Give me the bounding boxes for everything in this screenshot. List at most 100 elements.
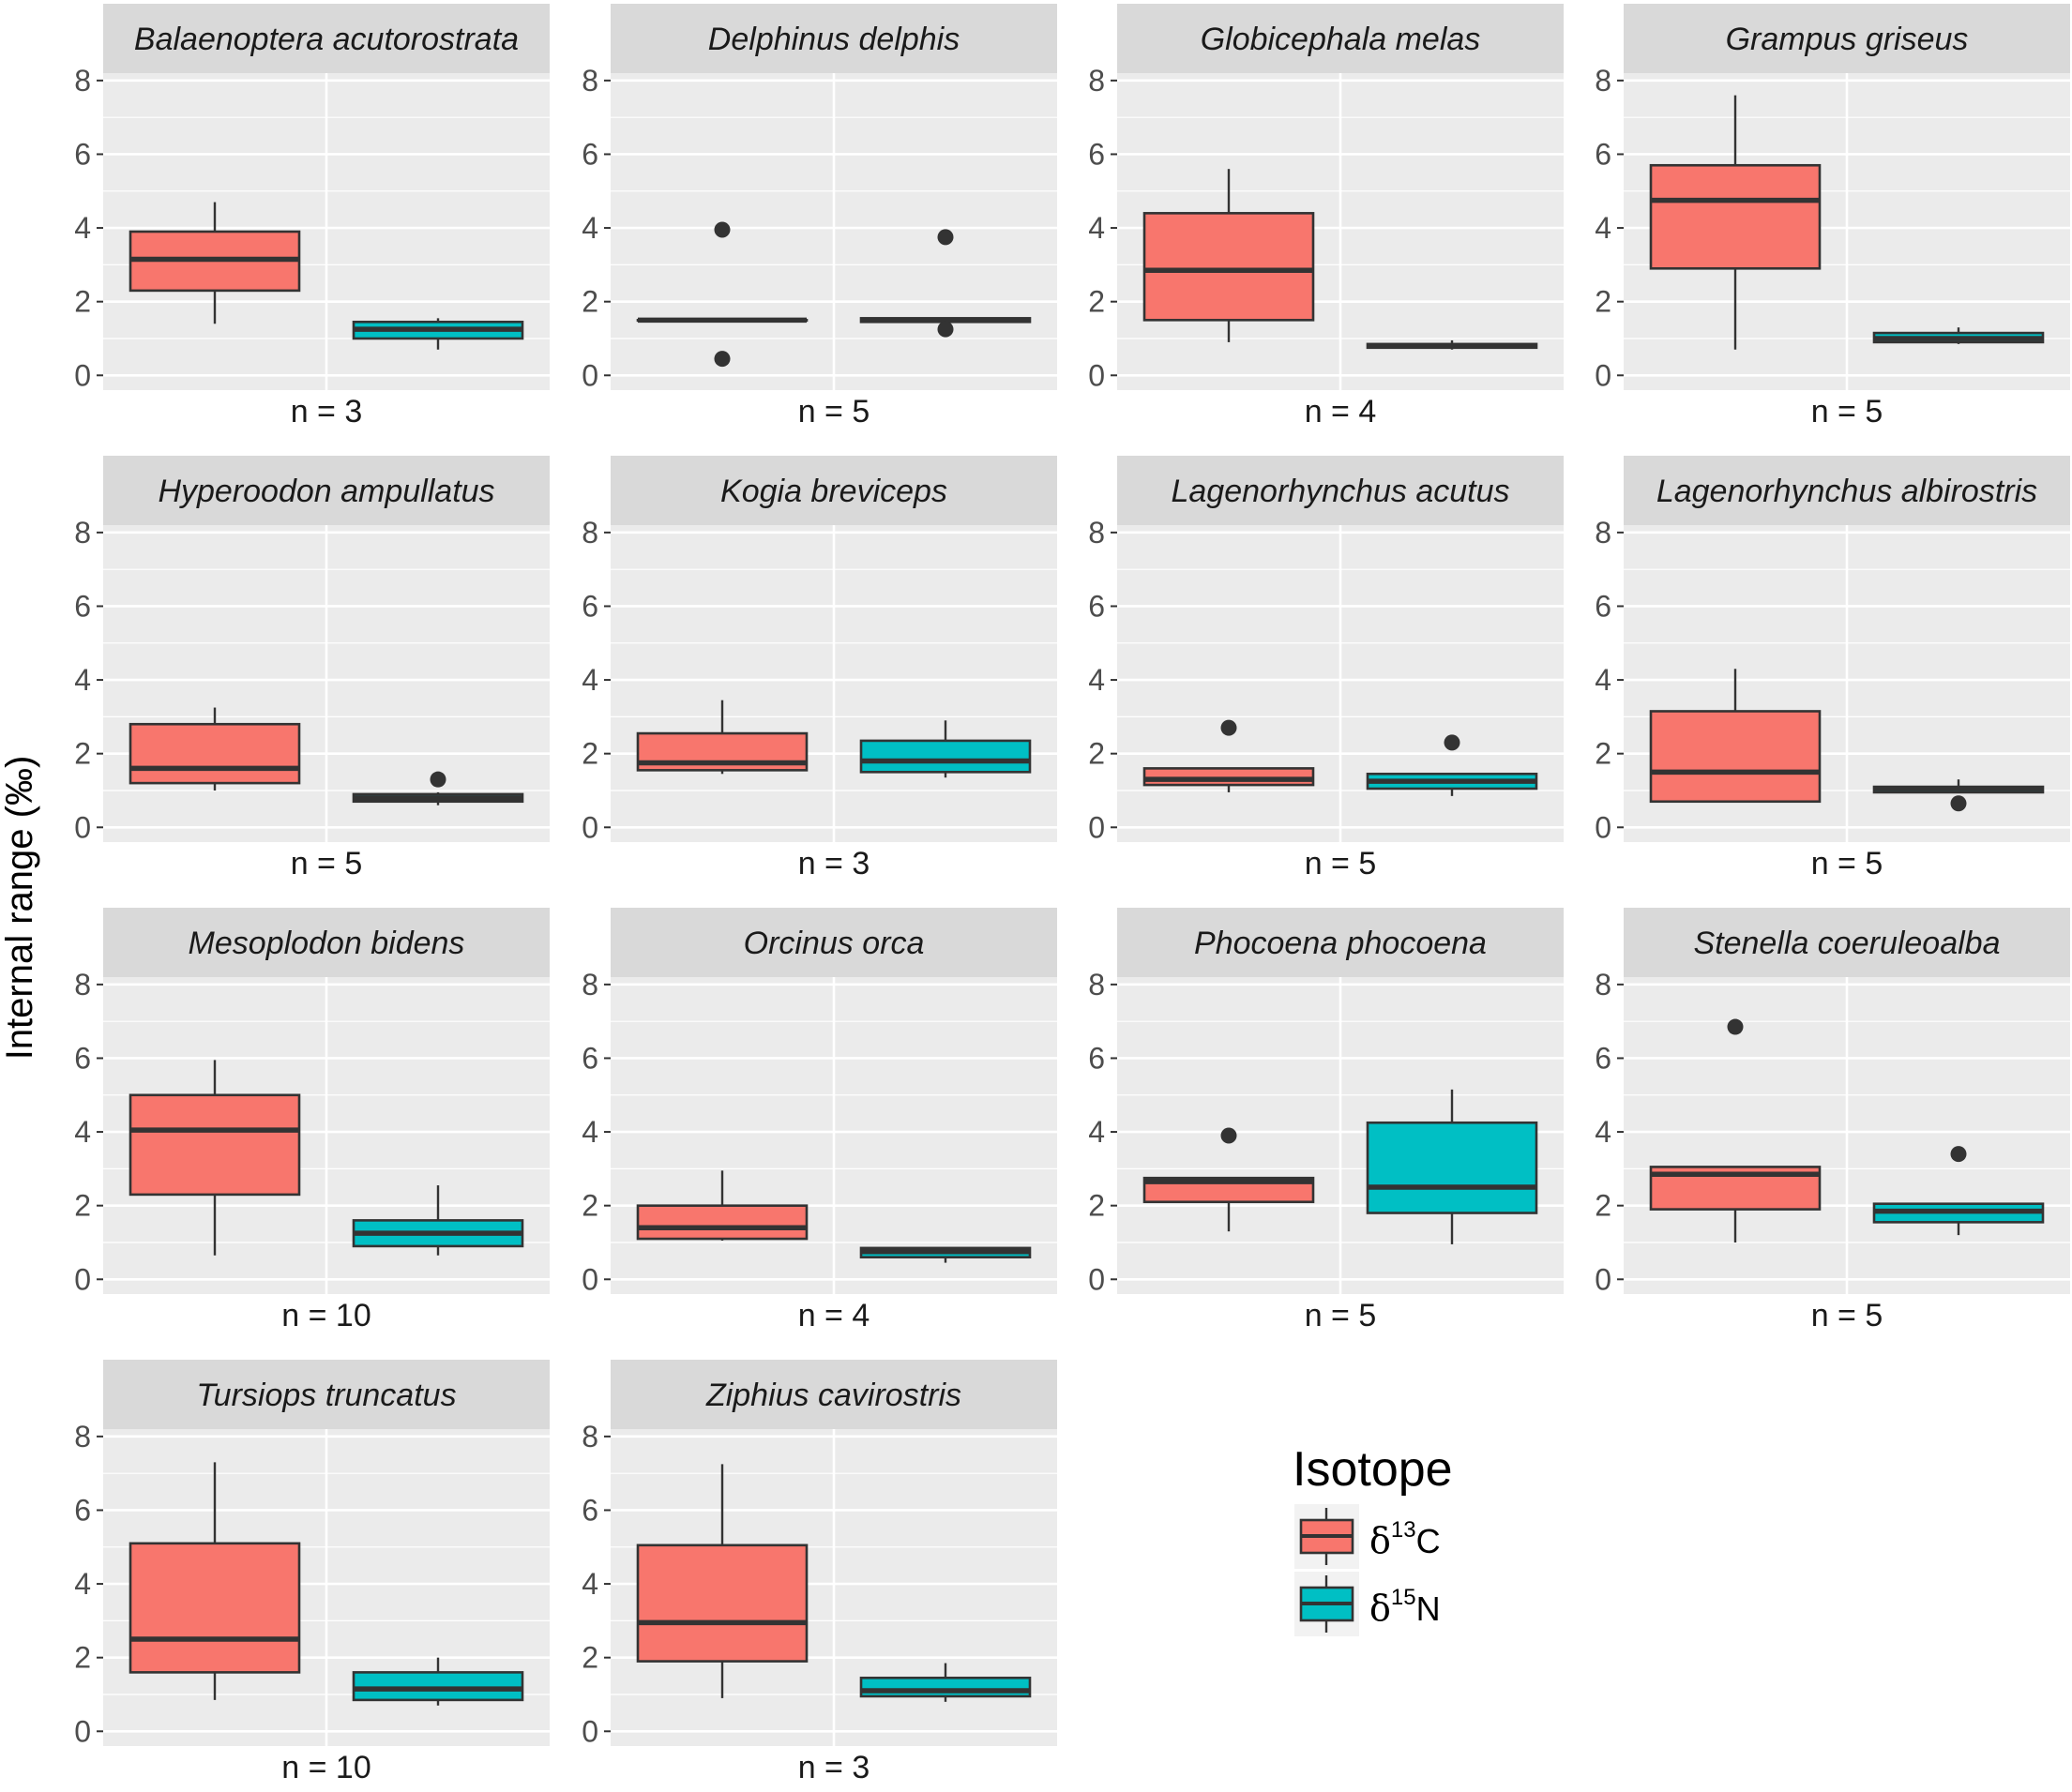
box-n — [1872, 1146, 2045, 1236]
facet-delphinus-delphis: Delphinus delphis 0 2 4 6 8 n = 5 — [582, 4, 1057, 429]
box-c — [129, 1060, 301, 1256]
y-tick-label: 8 — [1595, 516, 1611, 550]
facet-title: Delphinus delphis — [708, 22, 960, 57]
y-tick-label: 0 — [74, 1262, 91, 1296]
legend-title: Isotope — [1293, 1442, 1453, 1497]
outlier-point — [1220, 1127, 1237, 1144]
y-tick-label: 2 — [1595, 737, 1611, 771]
iqr-box — [352, 1671, 524, 1702]
box-n — [859, 1663, 1032, 1702]
sample-size-label: n = 10 — [281, 1750, 371, 1785]
y-tick-label: 4 — [1595, 1115, 1611, 1149]
y-tick-label: 0 — [1088, 358, 1105, 392]
facet-title: Stenella coeruleoalba — [1693, 926, 2000, 961]
facet-orcinus-orca: Orcinus orca 0 2 4 6 8 n = 4 — [582, 908, 1057, 1333]
facet-title: Globicephala melas — [1201, 22, 1481, 57]
box-c — [1649, 1018, 1822, 1242]
box-n — [1366, 1089, 1538, 1244]
legend-delta-symbol: δ — [1369, 1520, 1391, 1561]
y-tick-label: 6 — [1595, 137, 1611, 171]
y-tick-label: 6 — [74, 589, 91, 623]
y-tick-label: 6 — [74, 1041, 91, 1075]
facet-title: Kogia breviceps — [720, 474, 947, 509]
sample-size-label: n = 3 — [798, 1750, 870, 1785]
iqr-box — [859, 1676, 1032, 1698]
y-tick-label: 4 — [74, 1115, 91, 1149]
sample-size-label: n = 5 — [1811, 394, 1883, 429]
y-tick-label: 8 — [1088, 64, 1105, 98]
box-n — [1366, 734, 1538, 796]
y-tick-label: 2 — [1595, 1189, 1611, 1223]
y-tick-label: 0 — [74, 358, 91, 392]
legend-superscript: 13 — [1391, 1517, 1416, 1543]
facet-title: Hyperoodon ampullatus — [158, 474, 494, 509]
y-tick-label: 6 — [1088, 1041, 1105, 1075]
y-tick-label: 8 — [582, 968, 598, 1001]
box-n — [859, 720, 1032, 778]
y-tick-label: 2 — [74, 1189, 91, 1223]
facet-title: Mesoplodon bidens — [189, 926, 465, 961]
y-tick-label: 2 — [74, 1641, 91, 1675]
y-tick-label: 0 — [74, 810, 91, 844]
y-tick-label: 8 — [74, 64, 91, 98]
box-c — [1649, 95, 1822, 350]
sample-size-label: n = 4 — [798, 1298, 870, 1333]
facet-globicephala-melas: Globicephala melas 0 2 4 6 8 n = 4 — [1088, 4, 1564, 429]
sample-size-label: n = 5 — [1811, 1298, 1883, 1333]
y-tick-label: 2 — [1595, 285, 1611, 319]
facet-ziphius-cavirostris: Ziphius cavirostris 0 2 4 6 8 n = 3 — [582, 1360, 1057, 1785]
y-tick-label: 0 — [1595, 358, 1611, 392]
outlier-point — [1727, 1018, 1744, 1035]
y-tick-label: 4 — [74, 211, 91, 245]
box-n — [352, 1185, 524, 1256]
y-tick-label: 6 — [74, 1493, 91, 1527]
y-tick-label: 6 — [1088, 589, 1105, 623]
y-tick-label: 2 — [1088, 737, 1105, 771]
box-c — [129, 202, 301, 324]
y-tick-label: 8 — [1595, 64, 1611, 98]
facet-title: Ziphius cavirostris — [705, 1378, 961, 1413]
y-tick-label: 2 — [582, 737, 598, 771]
y-tick-label: 8 — [582, 64, 598, 98]
box-c — [1142, 1127, 1315, 1232]
box-n — [352, 1657, 524, 1706]
facet-strip — [103, 1360, 550, 1429]
facet-strip — [1624, 4, 2070, 73]
legend-element: C — [1416, 1522, 1441, 1560]
sample-size-label: n = 10 — [281, 1298, 371, 1333]
outlier-point — [1220, 719, 1237, 736]
facet-strip — [103, 908, 550, 977]
facet-panels: Balaenoptera acutorostrata 0 2 4 6 8 n = 3 Delp… — [74, 4, 2070, 1785]
iqr-box — [636, 1544, 809, 1663]
y-tick-label: 6 — [1088, 137, 1105, 171]
legend-label: δ15N — [1369, 1585, 1441, 1629]
facet-title: Lagenorhynchus albirostris — [1656, 474, 2037, 509]
y-tick-label: 8 — [582, 516, 598, 550]
sample-size-label: n = 3 — [798, 846, 870, 881]
y-tick-label: 0 — [582, 810, 598, 844]
sample-size-label: n = 5 — [1811, 846, 1883, 881]
sample-size-label: n = 3 — [291, 394, 363, 429]
iqr-box — [1142, 767, 1315, 787]
box-c — [129, 1462, 301, 1700]
y-tick-label: 8 — [74, 968, 91, 1001]
facet-title: Tursiops truncatus — [196, 1378, 456, 1413]
facet-strip — [611, 456, 1057, 525]
facet-kogia-breviceps: Kogia breviceps 0 2 4 6 8 n = 3 — [582, 456, 1057, 881]
facet-strip — [611, 908, 1057, 977]
y-tick-label: 4 — [1088, 663, 1105, 697]
y-tick-label: 8 — [1595, 968, 1611, 1001]
y-tick-label: 2 — [582, 1641, 598, 1675]
sample-size-label: n = 5 — [1305, 846, 1377, 881]
box-c — [129, 707, 301, 791]
outlier-point — [430, 771, 446, 788]
box-n — [352, 318, 524, 350]
y-tick-label: 2 — [1088, 285, 1105, 319]
legend-delta-symbol: δ — [1369, 1588, 1391, 1629]
y-tick-label: 4 — [582, 211, 598, 245]
outlier-point — [714, 351, 731, 368]
iqr-box — [1366, 1121, 1538, 1214]
sample-size-label: n = 5 — [798, 394, 870, 429]
outlier-point — [1950, 1146, 1967, 1163]
